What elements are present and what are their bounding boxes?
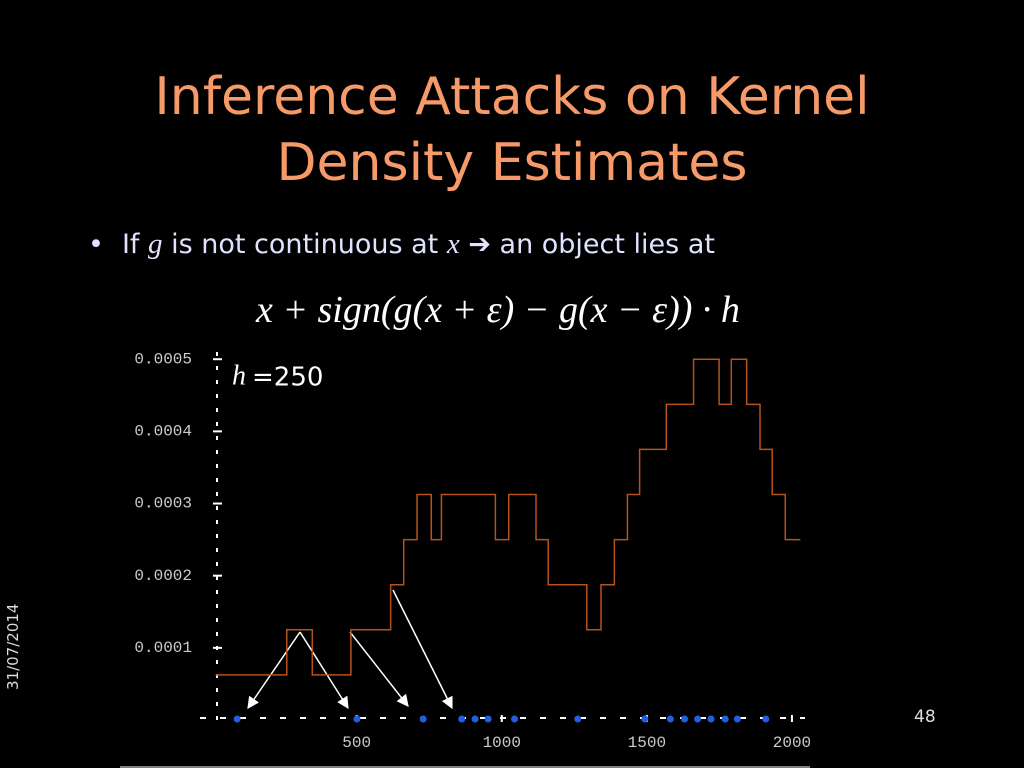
text: is not continuous at — [171, 229, 439, 260]
page-number: 48 — [914, 707, 936, 727]
y-tick-label: 0.0004 — [134, 423, 192, 441]
bullet: • If g is not continuous at x ➔ an object… — [88, 228, 715, 260]
annotation-symbol: h — [232, 360, 246, 391]
data-point — [419, 715, 427, 723]
data-point — [458, 715, 466, 723]
data-point — [574, 715, 582, 723]
x-tick-label: 1500 — [628, 734, 666, 752]
step-line — [215, 358, 801, 676]
data-point — [721, 715, 729, 723]
symbol: g — [148, 228, 163, 260]
y-tick-label: 0.0002 — [134, 567, 192, 585]
arrows — [247, 589, 453, 710]
y-tick-label: 0.0003 — [134, 495, 192, 513]
data-point — [762, 715, 770, 723]
arrow — [349, 631, 409, 707]
x-tick-label: 1000 — [483, 734, 521, 752]
arrow — [392, 589, 453, 710]
text: If — [121, 229, 140, 260]
formula: x + sign(g(x + ε) − g(x − ε)) · h — [256, 289, 740, 331]
y-tick-label: 0.0005 — [134, 350, 192, 368]
title-line: Inference Attacks on Kernel — [154, 67, 870, 127]
data-point — [471, 715, 479, 723]
annotation: =250 — [252, 363, 323, 393]
symbol: x — [446, 228, 460, 260]
data-point — [707, 715, 715, 723]
data-point — [641, 715, 649, 723]
arrow: ➔ — [468, 229, 491, 260]
data-point — [666, 715, 674, 723]
data-point — [233, 715, 241, 723]
x-tick-label: 2000 — [773, 734, 811, 752]
data-point — [484, 715, 492, 723]
data-point — [733, 715, 741, 723]
data-point — [681, 715, 689, 723]
arrow — [247, 631, 301, 709]
data-point — [694, 715, 702, 723]
title-line: Density Estimates — [276, 133, 748, 193]
data-point — [353, 715, 361, 723]
data-point — [511, 715, 519, 723]
x-tick-label: 500 — [342, 734, 371, 752]
arrow — [299, 631, 349, 710]
text: an object lies at — [499, 229, 715, 260]
slide-title: Inference Attacks on Kernel Density Esti… — [0, 64, 1024, 196]
y-tick-label: 0.0001 — [134, 639, 192, 657]
